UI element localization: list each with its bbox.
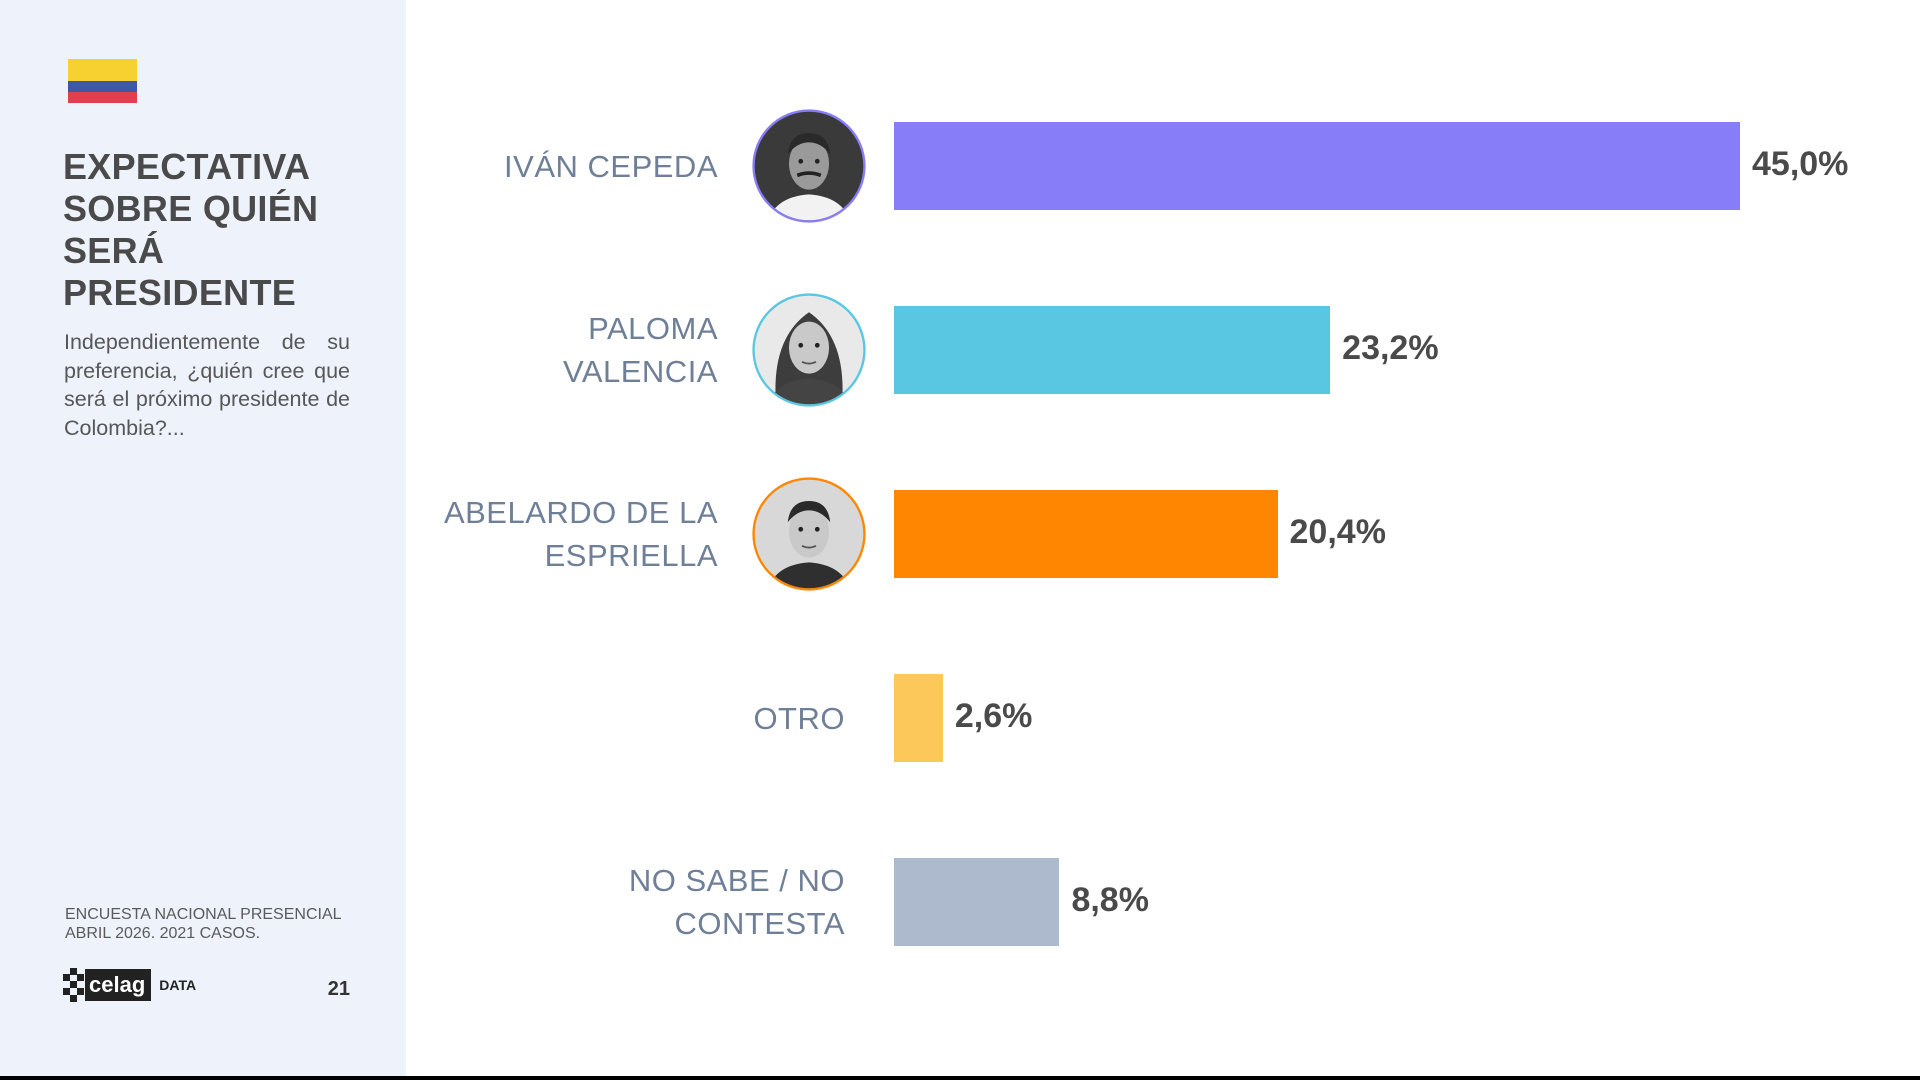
category-label: PALOMA VALENCIA: [562, 311, 718, 389]
survey-question: Independientemente de su preferencia, ¿q…: [64, 330, 350, 440]
sidebar-panel: EXPECTATIVA SOBRE QUIÉN SERÁ PRESIDENTE …: [0, 0, 406, 1076]
page-number: 21: [327, 978, 350, 1000]
bar-value-label: 20,4%: [1289, 513, 1386, 551]
logo-tag: DATA: [159, 977, 197, 993]
portrait-ivan-cepeda-icon: [752, 109, 866, 223]
celag-logo: celag DATA: [63, 968, 196, 1002]
bar-value-label: 23,2%: [1342, 329, 1439, 367]
colombia-flag-icon: [68, 59, 137, 103]
bar-value-label: 2,6%: [954, 697, 1033, 735]
portrait-abelardo-de-la-espriella-icon: [752, 477, 866, 591]
page-title: EXPECTATIVA SOBRE QUIÉN SERÁ PRESIDENTE: [63, 146, 319, 313]
bar: [894, 306, 1331, 394]
bottom-rule: [0, 1076, 1920, 1080]
bar: [894, 674, 943, 762]
category-label: OTRO: [753, 700, 845, 736]
category-label: NO SABE / NO CONTESTA: [628, 863, 845, 941]
logo-pixel-icon: [63, 968, 85, 1002]
category-label: IVÁN CEPEDA: [504, 148, 718, 184]
logo-word: celag: [85, 969, 152, 1001]
bar: [894, 122, 1740, 210]
bar-value-label: 8,8%: [1071, 881, 1149, 919]
bar-value-label: 45,0%: [1752, 145, 1849, 183]
bar: [894, 490, 1278, 578]
portrait-paloma-valencia-icon: [752, 293, 866, 407]
bar: [894, 858, 1060, 946]
survey-footnote: ENCUESTA NACIONAL PRESENCIAL ABRIL 2026.…: [65, 906, 342, 942]
category-label: ABELARDO DE LA ESPRIELLA: [443, 495, 718, 573]
